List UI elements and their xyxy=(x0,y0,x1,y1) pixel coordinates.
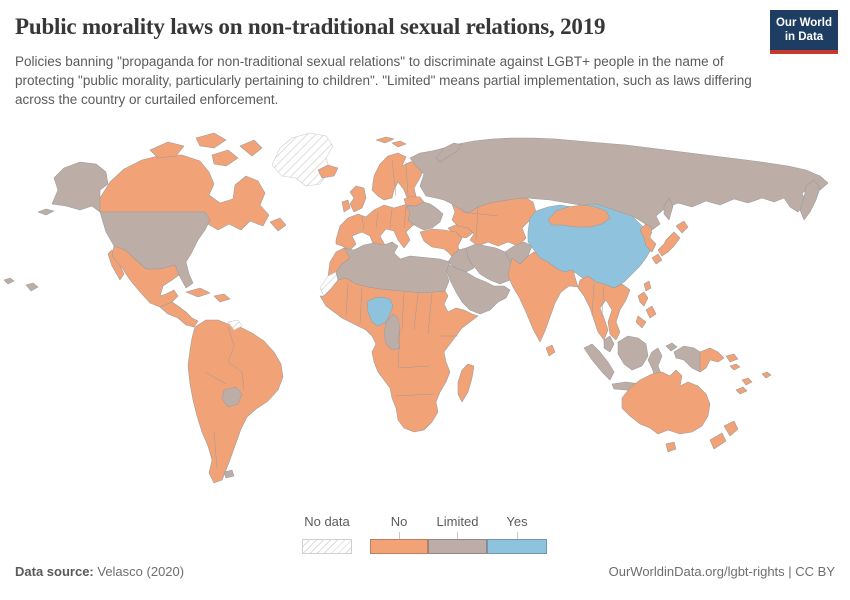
region-canadian-arctic[interactable] xyxy=(149,141,185,159)
legend-swatch-no-data[interactable] xyxy=(302,539,352,554)
region-japan-kyushu[interactable] xyxy=(651,253,663,265)
data-source: Data source: Velasco (2020) xyxy=(15,564,184,579)
owid-logo-line2: in Data xyxy=(784,31,824,44)
legend-swatch-no[interactable] xyxy=(370,539,428,554)
region-kamchatka[interactable] xyxy=(799,179,821,221)
legend-label-limited[interactable]: Limited xyxy=(436,514,479,529)
region-solomon-islands[interactable] xyxy=(729,363,741,371)
region-new-britain[interactable] xyxy=(725,353,739,363)
region-malay-peninsula[interactable] xyxy=(603,335,615,353)
region-novaya-zemlya[interactable] xyxy=(435,142,463,163)
page-title: Public morality laws on non-traditional … xyxy=(15,14,606,39)
region-mongolia[interactable] xyxy=(547,204,611,228)
legend-label-no-data[interactable]: No data xyxy=(304,514,350,529)
world-choropleth-map xyxy=(0,118,850,510)
region-french-guiana[interactable] xyxy=(227,319,243,331)
region-southeast-asia[interactable] xyxy=(577,275,631,341)
owid-link[interactable]: OurWorldinData.org/lgbt-rights | CC BY xyxy=(608,564,835,579)
owid-logo-line1: Our World xyxy=(775,17,832,29)
country-borders-overlay xyxy=(204,159,605,469)
region-vanuatu[interactable] xyxy=(741,377,753,386)
region-mainland-europe[interactable] xyxy=(335,201,428,253)
region-central-america[interactable] xyxy=(159,301,199,328)
region-mexico[interactable] xyxy=(111,245,180,308)
legend-label-no[interactable]: No xyxy=(390,514,408,529)
legend-tick xyxy=(457,532,458,539)
region-canada[interactable] xyxy=(99,154,270,231)
region-korea[interactable] xyxy=(639,223,657,253)
region-sri-lanka[interactable] xyxy=(545,344,556,357)
region-nigeria[interactable] xyxy=(366,296,394,327)
region-fiji[interactable] xyxy=(761,371,772,379)
region-new-caledonia[interactable] xyxy=(735,386,748,395)
legend-swatch-yes[interactable] xyxy=(487,539,547,554)
region-madagascar[interactable] xyxy=(457,363,475,403)
region-cameroon[interactable] xyxy=(383,313,401,351)
region-ireland[interactable] xyxy=(341,199,351,213)
region-west-papua[interactable] xyxy=(673,345,701,373)
region-hispaniola[interactable] xyxy=(213,293,231,303)
region-papua-new-guinea[interactable] xyxy=(699,347,725,373)
region-united-kingdom[interactable] xyxy=(349,185,367,213)
region-alaska[interactable] xyxy=(51,161,109,213)
region-canadian-arctic[interactable] xyxy=(195,132,227,149)
world-map-svg xyxy=(3,132,829,484)
region-tasmania[interactable] xyxy=(665,441,677,453)
region-cuba[interactable] xyxy=(185,287,211,298)
region-australia[interactable] xyxy=(621,369,711,435)
region-canadian-arctic[interactable] xyxy=(211,149,239,167)
map-legend: No data No Limited Yes xyxy=(0,512,850,554)
region-taiwan[interactable] xyxy=(643,280,652,292)
legend-tick xyxy=(517,532,518,539)
region-canadian-arctic[interactable] xyxy=(239,139,263,157)
legend-swatch-limited[interactable] xyxy=(428,539,487,554)
legend-label-yes[interactable]: Yes xyxy=(506,514,528,529)
region-south-asia[interactable] xyxy=(507,248,579,343)
region-philippines-luzon[interactable] xyxy=(637,291,649,307)
region-paraguay[interactable] xyxy=(221,386,243,408)
region-moluccas[interactable] xyxy=(665,342,678,352)
region-new-zealand-north[interactable] xyxy=(723,420,739,437)
region-sakhalin[interactable] xyxy=(663,197,674,221)
region-philippines-mindanao[interactable] xyxy=(635,315,647,329)
region-falkland-islands[interactable] xyxy=(223,469,235,479)
data-source-value: Velasco (2020) xyxy=(93,564,185,579)
data-source-label: Data source: xyxy=(15,564,94,579)
region-svalbard[interactable] xyxy=(391,140,407,148)
chart-subtitle: Policies banning "propaganda for non-tra… xyxy=(15,54,752,108)
region-ukraine-belarus[interactable] xyxy=(405,201,444,231)
region-iceland[interactable] xyxy=(317,164,339,179)
region-aleutians[interactable] xyxy=(37,208,55,216)
owid-logo[interactable]: Our World in Data xyxy=(770,10,838,54)
region-svalbard[interactable] xyxy=(375,136,395,144)
region-hawaii[interactable] xyxy=(25,282,39,292)
region-scandinavia[interactable] xyxy=(371,152,425,201)
region-philippines-visayas[interactable] xyxy=(645,305,657,319)
region-hawaii[interactable] xyxy=(3,277,15,285)
region-iraq-jordan[interactable] xyxy=(447,247,475,273)
region-japan-hokkaido[interactable] xyxy=(675,220,689,234)
region-japan-honshu[interactable] xyxy=(657,231,681,257)
region-newfoundland[interactable] xyxy=(269,217,287,232)
region-greenland[interactable] xyxy=(271,132,334,187)
region-borneo[interactable] xyxy=(617,335,649,371)
legend-tick xyxy=(399,532,400,539)
region-arabian-peninsula[interactable] xyxy=(445,263,511,315)
region-sumatra[interactable] xyxy=(583,343,615,381)
region-sub-saharan-africa[interactable] xyxy=(319,277,479,433)
region-kazakhstan-central-asia[interactable] xyxy=(451,197,537,247)
region-russia[interactable] xyxy=(409,137,829,231)
region-new-zealand-south[interactable] xyxy=(709,432,727,450)
